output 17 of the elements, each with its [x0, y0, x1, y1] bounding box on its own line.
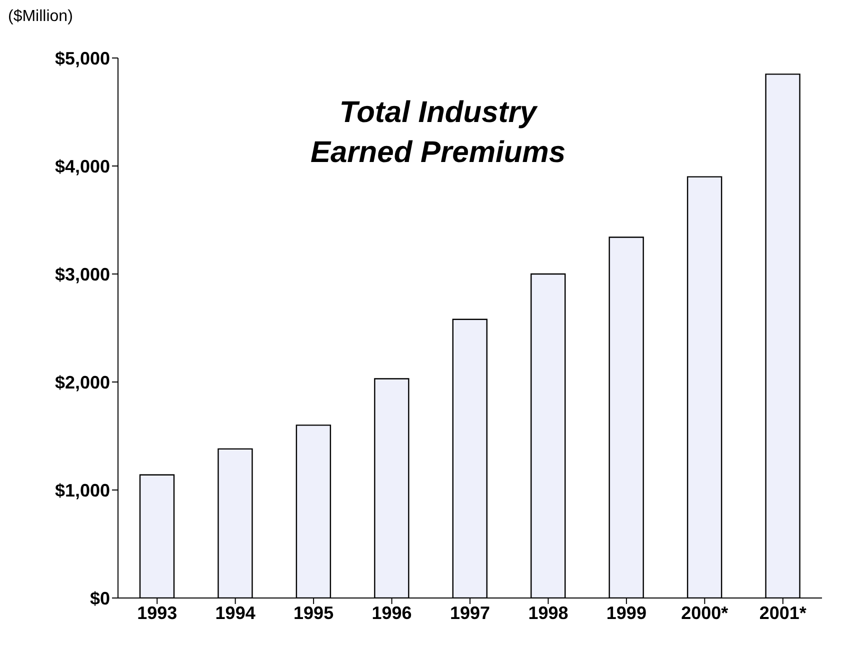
x-tick-label: 1995 — [294, 602, 334, 623]
x-tick-label: 1993 — [137, 602, 178, 623]
x-tick-label: 1999 — [606, 602, 646, 623]
x-tick-label: 1996 — [372, 602, 412, 623]
x-tick-label: 1997 — [450, 602, 490, 623]
y-tick-label: $3,000 — [54, 264, 110, 284]
y-tick-label: $2,000 — [54, 372, 110, 392]
x-tick-label: 2001* — [759, 602, 806, 623]
x-tick-label: 2000* — [681, 602, 728, 623]
y-tick-label: $1,000 — [54, 480, 110, 500]
x-tick-label: 1998 — [528, 602, 568, 623]
y-tick-label: $0 — [90, 588, 110, 608]
x-tick-label: 1994 — [215, 602, 256, 623]
text: Total Industry Earned Premiums — [309, 95, 567, 171]
y-tick-label: $5,000 — [54, 48, 110, 68]
y-axis-title: ($Million) — [8, 8, 73, 26]
y-tick-label: $4,000 — [54, 156, 110, 176]
